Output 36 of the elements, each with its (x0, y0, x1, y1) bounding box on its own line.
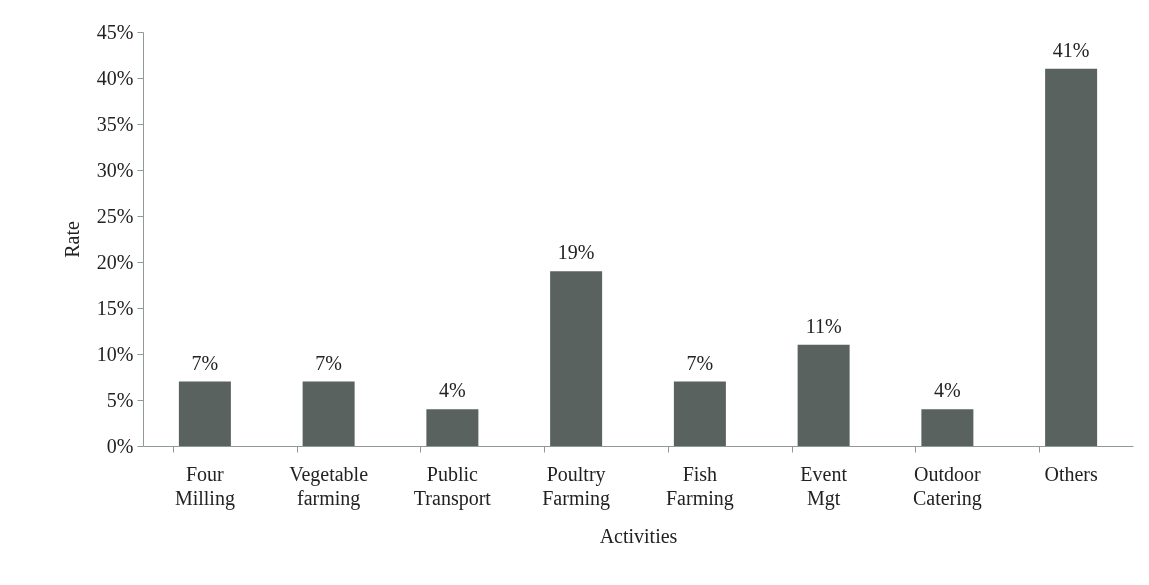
bar (1045, 68, 1098, 446)
x-tick-label: Four Milling (174, 462, 235, 510)
data-label: 19% (557, 241, 595, 264)
bar (178, 381, 231, 446)
bar (673, 381, 726, 446)
y-tick-label: 10% (96, 342, 134, 365)
bar (426, 409, 479, 446)
x-tick-label: Outdoor Catering (912, 462, 982, 510)
y-tick-label: 20% (96, 250, 134, 273)
bar (302, 381, 355, 446)
data-label: 41% (1052, 38, 1090, 61)
data-label: 7% (686, 351, 714, 374)
x-axis-title: Activities (599, 524, 678, 547)
y-axis-title: Rate (60, 221, 83, 258)
y-tick-label: 40% (96, 66, 134, 89)
y-tick-label: 0% (106, 434, 134, 457)
bar (921, 409, 974, 446)
x-tick-label: Event Mgt (800, 462, 848, 510)
data-label: 4% (934, 379, 961, 402)
y-tick-label: 15% (96, 296, 134, 319)
x-tick-label: Fish Farming (665, 462, 734, 510)
x-tick-label: Vegetable farming (289, 462, 369, 510)
x-tick-label: Public Transport (413, 462, 492, 510)
y-tick-label: 45% (96, 20, 134, 43)
y-tick-label: 30% (96, 158, 134, 181)
y-tick-label: 35% (96, 112, 134, 135)
x-tick-label: Poultry Farming (542, 462, 611, 510)
data-label: 11% (805, 314, 842, 337)
bar (550, 271, 603, 446)
y-tick-label: 5% (106, 388, 134, 411)
y-tick-label: 25% (96, 204, 134, 227)
data-label: 4% (439, 379, 466, 402)
bar (797, 344, 850, 446)
data-label: 7% (191, 351, 219, 374)
data-label: 7% (315, 351, 342, 374)
x-tick-label: Others (1044, 462, 1098, 485)
